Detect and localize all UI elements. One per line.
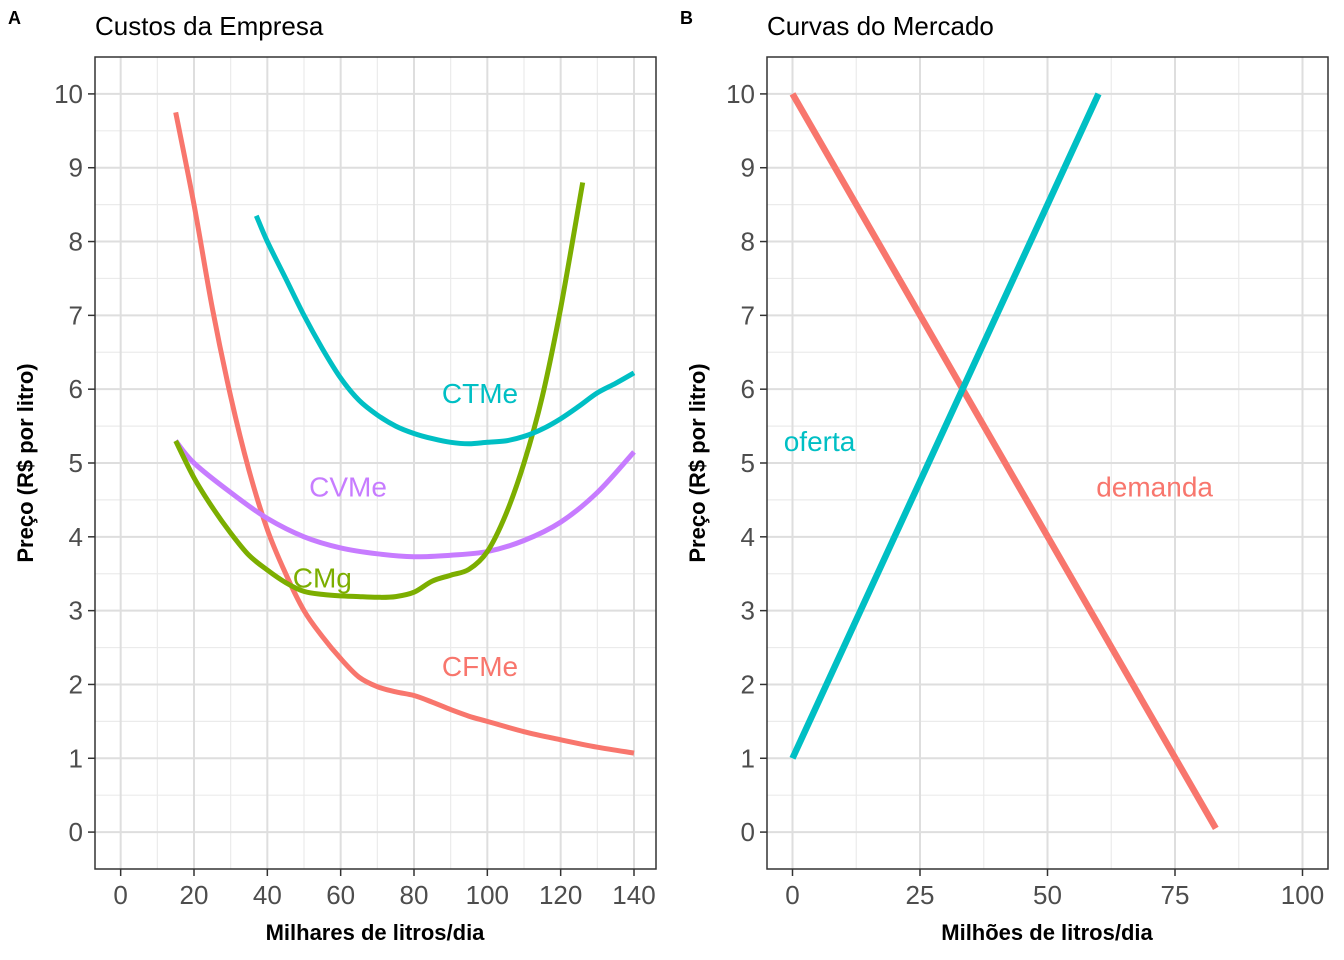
panel-a-ytick-label: 7: [69, 300, 83, 330]
panel-a-tag: A: [8, 8, 21, 28]
panel-b-ytick-label: 7: [741, 300, 755, 330]
panel-b-xtick-label: 100: [1281, 880, 1324, 910]
series-line-cmg: [173, 182, 586, 600]
panel-b-annotations: oferta demanda: [784, 426, 1214, 503]
panel-a-xtick-label: 0: [113, 880, 127, 910]
panel-b-ytick-label: 6: [741, 374, 755, 404]
panel-a-ytick-label: 10: [54, 79, 83, 109]
series-line-cfme: [173, 111, 635, 756]
panel-a-series: [173, 111, 636, 756]
panel-a-xtick-label: 100: [466, 880, 509, 910]
panel-b-ytick-label: 10: [726, 79, 755, 109]
panel-a-ytick-label: 5: [69, 448, 83, 478]
series-line-cvme: [173, 439, 636, 560]
panel-a-annotations: CTMe CVMe CMg CFMe: [293, 378, 518, 682]
panel-b-ylabel: Preço (R$ por litro): [685, 363, 710, 562]
panel-a-ytick-label: 8: [69, 227, 83, 257]
panel-a-grid: [95, 57, 656, 869]
panel-a-xtick-label: 20: [180, 880, 209, 910]
panel-a-ytick-label: 4: [69, 522, 83, 552]
panel-a-xtick-label: 80: [400, 880, 429, 910]
panel-b-xlabel: Milhões de litros/dia: [941, 920, 1153, 945]
panel-a-ytick-label: 3: [69, 596, 83, 626]
panel-b-tag: B: [680, 8, 693, 28]
panel-b-title: Curvas do Mercado: [767, 11, 994, 41]
panel-b-ytick-label: 8: [741, 227, 755, 257]
curve-label-cvme: CVMe: [309, 472, 387, 503]
panel-b-series: [789, 92, 1219, 831]
panel-a-xtick-label: 60: [326, 880, 355, 910]
curve-label-ctme: CTMe: [442, 378, 518, 409]
series-line-demanda: [789, 92, 1219, 831]
panel-b-ytick-label: 4: [741, 522, 755, 552]
panel-b-ytick-label: 2: [741, 669, 755, 699]
curve-label-oferta: oferta: [784, 426, 856, 457]
panel-a-ylabel: Preço (R$ por litro): [13, 363, 38, 562]
curve-label-demanda: demanda: [1096, 472, 1213, 503]
panel-a-xtick-label: 140: [612, 880, 655, 910]
panel-a-ytick-label: 6: [69, 374, 83, 404]
panel-b-ytick-label: 1: [741, 743, 755, 773]
panel-b-xtick-label: 25: [906, 880, 935, 910]
panel-a-xlabel: Milhares de litros/dia: [266, 920, 486, 945]
panel-a-ytick-label: 1: [69, 743, 83, 773]
panel-b-ytick-label: 0: [741, 817, 755, 847]
panel-b-ytick-label: 5: [741, 448, 755, 478]
series-line-oferta: [789, 92, 1102, 760]
panel-b-xtick-label: 50: [1033, 880, 1062, 910]
panel-a-xtick-label: 40: [253, 880, 282, 910]
panel-b-grid: [767, 57, 1328, 869]
curve-label-cmg: CMg: [293, 562, 352, 593]
panel-b-ticks: 0 25 50 75 100 0 1 2 3 4 5 6 7 8 9 10: [726, 79, 1324, 910]
panel-a-xtick-label: 120: [539, 880, 582, 910]
panel-a-ytick-label: 9: [69, 153, 83, 183]
panel-b-ytick-label: 3: [741, 596, 755, 626]
panel-b-xtick-label: 0: [785, 880, 799, 910]
panel-a-ytick-label: 0: [69, 817, 83, 847]
curve-label-cfme: CFMe: [442, 651, 518, 682]
panel-b-xtick-label: 75: [1161, 880, 1190, 910]
series-line-ctme: [254, 214, 636, 447]
panel-b-ytick-label: 9: [741, 153, 755, 183]
panel-a-title: Custos da Empresa: [95, 11, 324, 41]
panel-a-ytick-label: 2: [69, 669, 83, 699]
panel-a-ticks: 0 20 40 60 80 100 120 140 0 1 2 3 4 5 6 7 8 9 10: [54, 79, 656, 910]
